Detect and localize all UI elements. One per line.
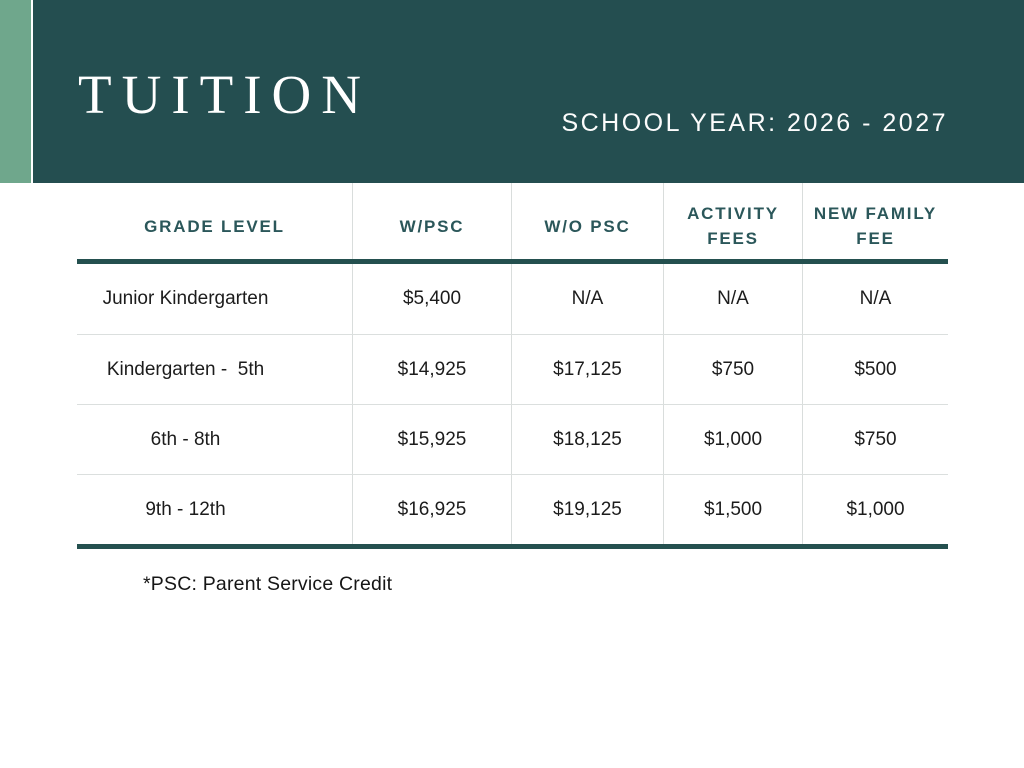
table-body: Junior Kindergarten $5,400 N/A N/A N/A K… [77, 264, 948, 544]
table-row: 6th - 8th $15,925 $18,125 $1,000 $750 [77, 404, 948, 474]
column-header-grade-level: GRADE LEVEL [77, 183, 353, 259]
w-psc-cell: $14,925 [353, 335, 512, 404]
wo-psc-cell: $17,125 [512, 335, 664, 404]
header-banner: TUITION SCHOOL YEAR: 2026 - 2027 [33, 0, 1024, 183]
column-header-new-family-fee: NEW FAMILY FEE [813, 204, 938, 248]
column-header-activity-fees: ACTIVITY FEES [664, 183, 803, 259]
page-title: TUITION [78, 64, 371, 125]
table-header-row: GRADE LEVEL W/PSC W/O PSC ACTIVITY FEES … [77, 183, 948, 259]
table-row: 9th - 12th $16,925 $19,125 $1,500 $1,000 [77, 474, 948, 544]
wo-psc-cell: $18,125 [512, 405, 664, 474]
table-row: Kindergarten - 5th $14,925 $17,125 $750 … [77, 334, 948, 404]
table-row: Junior Kindergarten $5,400 N/A N/A N/A [77, 264, 948, 334]
new-family-fee-cell: $1,000 [846, 498, 905, 520]
psc-footnote: *PSC: Parent Service Credit [143, 573, 393, 595]
activity-fees-cell: $1,000 [664, 405, 803, 474]
new-family-fee-cell: $500 [854, 358, 897, 380]
school-year-label: SCHOOL YEAR: 2026 - 2027 [561, 109, 948, 137]
activity-fees-cell: N/A [664, 264, 803, 334]
grade-cell: 9th - 12th [77, 475, 353, 544]
wo-psc-cell: N/A [512, 264, 664, 334]
column-header-w-psc: W/PSC [353, 183, 512, 259]
w-psc-cell: $5,400 [353, 264, 512, 334]
grade-cell: 6th - 8th [77, 405, 353, 474]
column-header-wo-psc: W/O PSC [512, 183, 664, 259]
w-psc-cell: $16,925 [353, 475, 512, 544]
new-family-fee-cell: N/A [859, 288, 892, 309]
wo-psc-cell: $19,125 [512, 475, 664, 544]
activity-fees-cell: $1,500 [664, 475, 803, 544]
grade-cell: Kindergarten - 5th [77, 335, 353, 404]
table-bottom-rule [77, 544, 948, 549]
new-family-fee-cell: $750 [854, 428, 897, 450]
tuition-table: GRADE LEVEL W/PSC W/O PSC ACTIVITY FEES … [77, 183, 948, 549]
table-top-rule [77, 259, 948, 264]
accent-stripe [0, 0, 31, 183]
w-psc-cell: $15,925 [353, 405, 512, 474]
activity-fees-cell: $750 [664, 335, 803, 404]
grade-cell: Junior Kindergarten [77, 264, 353, 334]
